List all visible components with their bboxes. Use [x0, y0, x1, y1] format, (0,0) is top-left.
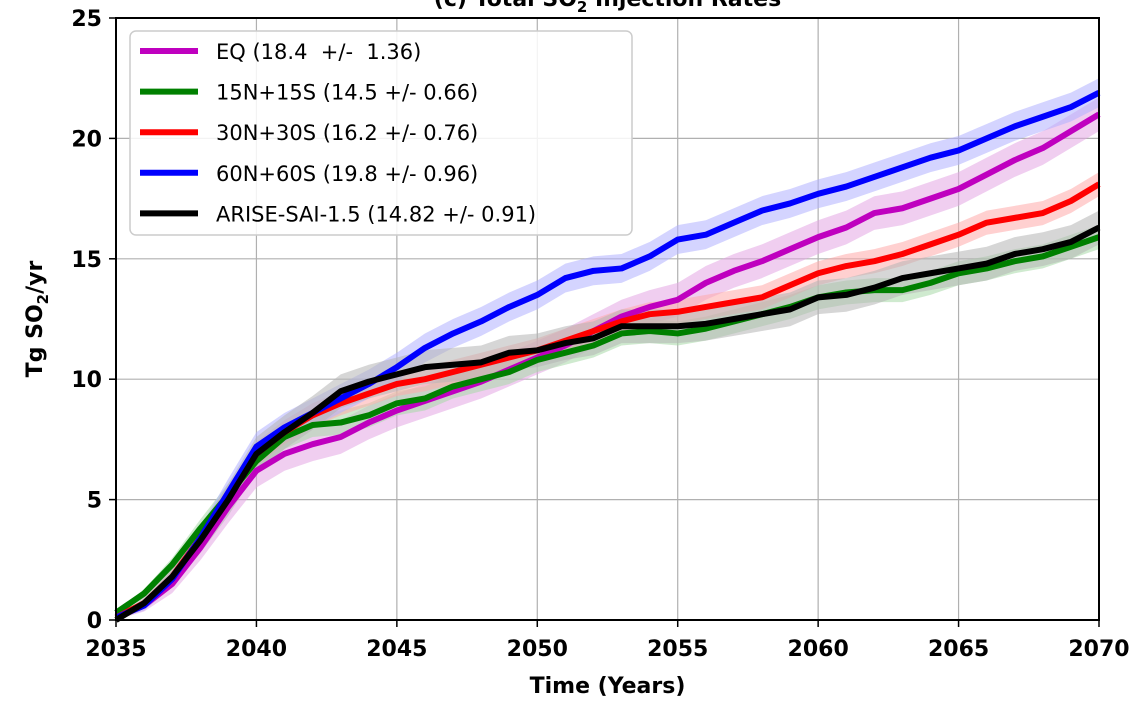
- axis-ticks: 2035 2040 2045 2050 2055 2060 2065 2070 0 5 10 15 20…: [71, 7, 1129, 662]
- y-tick-label: 25: [71, 7, 102, 32]
- y-tick-label: 10: [71, 368, 102, 393]
- y-axis-title: Tg SO2/yr: [23, 261, 52, 378]
- series-line-2: [114, 181, 1101, 621]
- x-tick-label: 2045: [366, 637, 427, 662]
- y-tick-label: 15: [71, 248, 102, 273]
- x-tick-label: 2070: [1068, 637, 1129, 662]
- legend-label-4: ARISE-SAI-1.5 (14.82 +/- 0.91): [216, 202, 536, 226]
- legend: EQ (18.4 +/- 1.36) 15N+15S (14.5 +/- 0.66…: [129, 30, 633, 236]
- x-tick-label: 2055: [647, 637, 708, 662]
- x-tick-label: 2050: [507, 637, 568, 662]
- legend-label-3: 60N+60S (19.8 +/- 0.96): [216, 162, 478, 186]
- chart-title: (c) Total SO2 Injection Rates: [434, 0, 781, 16]
- series-band-0: [116, 97, 1099, 621]
- series-lines: [114, 89, 1101, 623]
- x-axis-title: Time (Years): [530, 674, 686, 699]
- y-tick-label: 0: [87, 609, 102, 634]
- y-tick-label: 5: [87, 489, 102, 514]
- x-tick-label: 2065: [928, 637, 989, 662]
- x-tick-label: 2060: [788, 637, 849, 662]
- plot-frame: [115, 17, 1100, 621]
- series-line-4: [114, 224, 1101, 623]
- series-line-3: [114, 89, 1101, 621]
- series-line-1: [114, 234, 1100, 616]
- legend-box: [129, 30, 633, 236]
- legend-label-0: EQ (18.4 +/- 1.36): [216, 40, 421, 64]
- x-tick-label: 2035: [85, 637, 146, 662]
- legend-label-1: 15N+15S (14.5 +/- 0.66): [216, 81, 478, 105]
- series-band-2: [116, 172, 1099, 620]
- x-tick-label: 2040: [226, 637, 287, 662]
- legend-label-2: 30N+30S (16.2 +/- 0.76): [216, 121, 478, 145]
- y-tick-label: 20: [71, 127, 102, 152]
